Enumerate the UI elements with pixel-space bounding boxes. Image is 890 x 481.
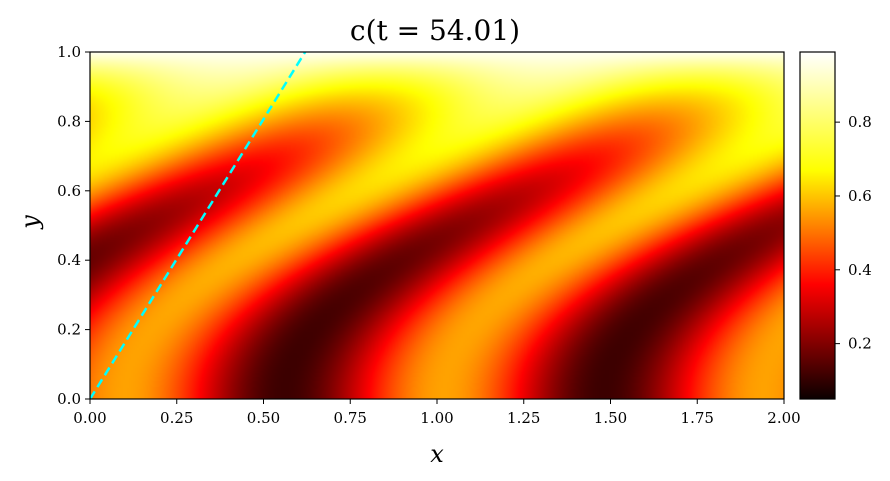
x-tick-label: 0.00 (73, 409, 106, 427)
y-tick-label: 0.4 (57, 251, 81, 269)
heatmap-plot-area (89, 51, 785, 400)
y-axis-ticks: 0.0 0.2 0.4 0.6 0.8 1.0 (57, 43, 90, 408)
x-tick-label: 1.75 (681, 409, 714, 427)
colorbar-ticks: 0.2 0.4 0.6 0.8 (835, 113, 872, 353)
y-tick-label: 0.8 (57, 112, 81, 130)
y-tick-label: 1.0 (57, 43, 81, 61)
x-tick-label: 0.25 (160, 409, 193, 427)
colorbar-tick-label: 0.4 (848, 261, 872, 279)
x-tick-label: 1.00 (420, 409, 453, 427)
colorbar-frame (799, 51, 836, 400)
y-tick-label: 0.6 (57, 182, 81, 200)
x-tick-label: 1.25 (507, 409, 540, 427)
chart-title: c(t = 54.01) (350, 14, 520, 47)
dashed-cyan-line (90, 52, 307, 399)
colorbar-gradient (800, 52, 835, 399)
x-axis-label: x (430, 440, 444, 468)
x-tick-label: 0.75 (334, 409, 367, 427)
colorbar-tick-label: 0.2 (848, 335, 872, 353)
colorbar-tick-label: 0.8 (848, 113, 872, 131)
heatmap-image (90, 52, 784, 399)
x-tick-label: 2.00 (767, 409, 800, 427)
y-tick-label: 0.0 (57, 390, 81, 408)
x-tick-label: 1.50 (594, 409, 627, 427)
y-tick-label: 0.2 (57, 321, 81, 339)
x-axis-ticks: 0.00 0.25 0.50 0.75 1.00 1.25 1.50 1.75 2.00 (73, 399, 801, 427)
colorbar: 0.2 0.4 0.6 0.8 (799, 51, 872, 400)
colorbar-tick-label: 0.6 (848, 187, 872, 205)
y-axis-label: y (16, 215, 44, 230)
x-tick-label: 0.50 (247, 409, 280, 427)
